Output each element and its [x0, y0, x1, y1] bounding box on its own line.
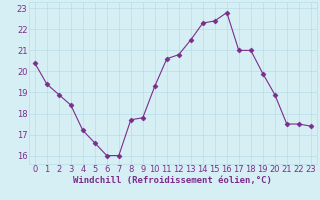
X-axis label: Windchill (Refroidissement éolien,°C): Windchill (Refroidissement éolien,°C): [73, 176, 272, 185]
